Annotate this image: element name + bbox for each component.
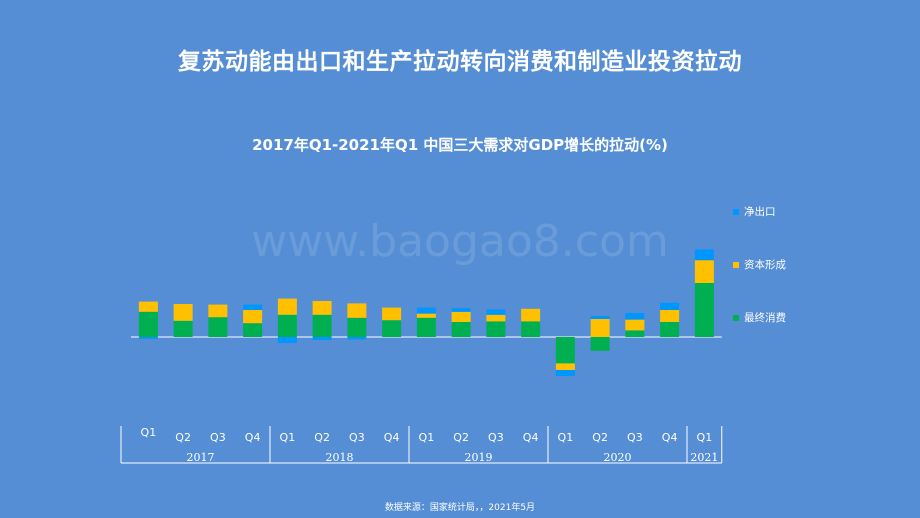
bar-net_export-0 bbox=[138, 337, 158, 339]
bar-consumption-3 bbox=[243, 323, 263, 337]
bar-net_export-12 bbox=[555, 370, 575, 376]
legend-item-net-export: 净出口 bbox=[733, 204, 776, 219]
legend-swatch-consumption bbox=[733, 314, 739, 321]
bar-capital-13 bbox=[590, 319, 610, 337]
bar-net_export-16 bbox=[694, 249, 714, 261]
tick-label-2: Q3 bbox=[210, 431, 226, 444]
bar-capital-14 bbox=[625, 319, 645, 331]
bar-capital-9 bbox=[451, 311, 471, 322]
bar-capital-10 bbox=[486, 314, 506, 322]
bar-consumption-7 bbox=[382, 320, 402, 337]
legend-item-consumption: 最终消费 bbox=[733, 310, 786, 325]
year-label-2019: 2019 bbox=[465, 451, 493, 464]
legend-swatch-capital bbox=[733, 261, 739, 268]
bar-capital-5 bbox=[312, 301, 332, 315]
bar-capital-7 bbox=[382, 307, 402, 321]
bar-consumption-12 bbox=[555, 337, 575, 364]
bar-net_export-8 bbox=[416, 307, 436, 314]
year-label-2017: 2017 bbox=[187, 451, 215, 464]
bar-capital-11 bbox=[521, 308, 541, 322]
bar-net_export-10 bbox=[486, 309, 506, 315]
bar-consumption-13 bbox=[590, 337, 610, 351]
tick-label-5: Q2 bbox=[314, 431, 330, 444]
bar-consumption-16 bbox=[694, 283, 714, 337]
bar-consumption-10 bbox=[486, 321, 506, 337]
tick-label-4: Q1 bbox=[280, 431, 296, 444]
tick-label-13: Q2 bbox=[592, 431, 608, 444]
legend-label-net-export: 净出口 bbox=[744, 206, 776, 218]
legend-item-capital: 资本形成 bbox=[733, 257, 786, 272]
bar-capital-8 bbox=[416, 313, 436, 318]
bar-capital-16 bbox=[694, 260, 714, 283]
legend-label-capital: 资本形成 bbox=[744, 259, 786, 271]
bar-consumption-0 bbox=[138, 311, 158, 337]
bar-net_export-14 bbox=[625, 313, 645, 320]
bar-capital-4 bbox=[277, 298, 297, 315]
tick-label-7: Q4 bbox=[384, 431, 400, 444]
tick-label-10: Q3 bbox=[488, 431, 504, 444]
bar-capital-12 bbox=[555, 363, 575, 370]
bar-net_export-9 bbox=[451, 308, 471, 312]
bar-consumption-2 bbox=[208, 317, 228, 337]
tick-label-8: Q1 bbox=[419, 431, 435, 444]
bar-net_export-4 bbox=[277, 337, 297, 343]
bar-consumption-4 bbox=[277, 314, 297, 337]
bar-capital-1 bbox=[173, 304, 193, 321]
tick-label-9: Q2 bbox=[453, 431, 469, 444]
tick-label-0: Q1 bbox=[141, 426, 157, 439]
tick-label-1: Q2 bbox=[175, 431, 191, 444]
year-label-2021: 2021 bbox=[690, 451, 718, 464]
year-label-2020: 2020 bbox=[604, 451, 632, 464]
tick-label-14: Q3 bbox=[627, 431, 643, 444]
bar-net_export-3 bbox=[243, 304, 263, 310]
bar-consumption-11 bbox=[521, 321, 541, 337]
data-source-note: 数据来源：国家统计局，，2021年5月 bbox=[384, 503, 536, 513]
bar-net_export-6 bbox=[347, 337, 367, 340]
bar-consumption-5 bbox=[312, 314, 332, 337]
chart-title: 2017年Q1-2021年Q1 中国三大需求对GDP增长的拉动(%) bbox=[252, 136, 668, 154]
bar-capital-0 bbox=[138, 301, 158, 312]
legend-label-consumption: 最终消费 bbox=[744, 312, 786, 324]
slide-title: 复苏动能由出口和生产拉动转向消费和制造业投资拉动 bbox=[178, 49, 742, 75]
bar-net_export-13 bbox=[590, 316, 610, 319]
watermark: www.baogao8.com bbox=[251, 216, 669, 267]
bar-capital-6 bbox=[347, 303, 367, 318]
bar-capital-15 bbox=[660, 310, 680, 322]
bar-capital-3 bbox=[243, 310, 263, 324]
bar-net_export-15 bbox=[660, 302, 680, 310]
bar-consumption-9 bbox=[451, 322, 471, 337]
bar-consumption-6 bbox=[347, 317, 367, 337]
tick-label-12: Q1 bbox=[558, 431, 574, 444]
bar-consumption-8 bbox=[416, 317, 436, 337]
bar-consumption-15 bbox=[660, 322, 680, 337]
bar-capital-2 bbox=[208, 304, 228, 318]
year-label-2018: 2018 bbox=[326, 451, 354, 464]
bar-consumption-14 bbox=[625, 330, 645, 337]
tick-label-16: Q1 bbox=[697, 431, 713, 444]
tick-label-11: Q4 bbox=[523, 431, 539, 444]
bar-net_export-5 bbox=[312, 337, 332, 340]
bar-consumption-1 bbox=[173, 320, 193, 337]
tick-label-15: Q4 bbox=[662, 431, 678, 444]
tick-label-3: Q4 bbox=[245, 431, 261, 444]
tick-label-6: Q3 bbox=[349, 431, 365, 444]
legend-swatch-net-export bbox=[733, 208, 739, 215]
